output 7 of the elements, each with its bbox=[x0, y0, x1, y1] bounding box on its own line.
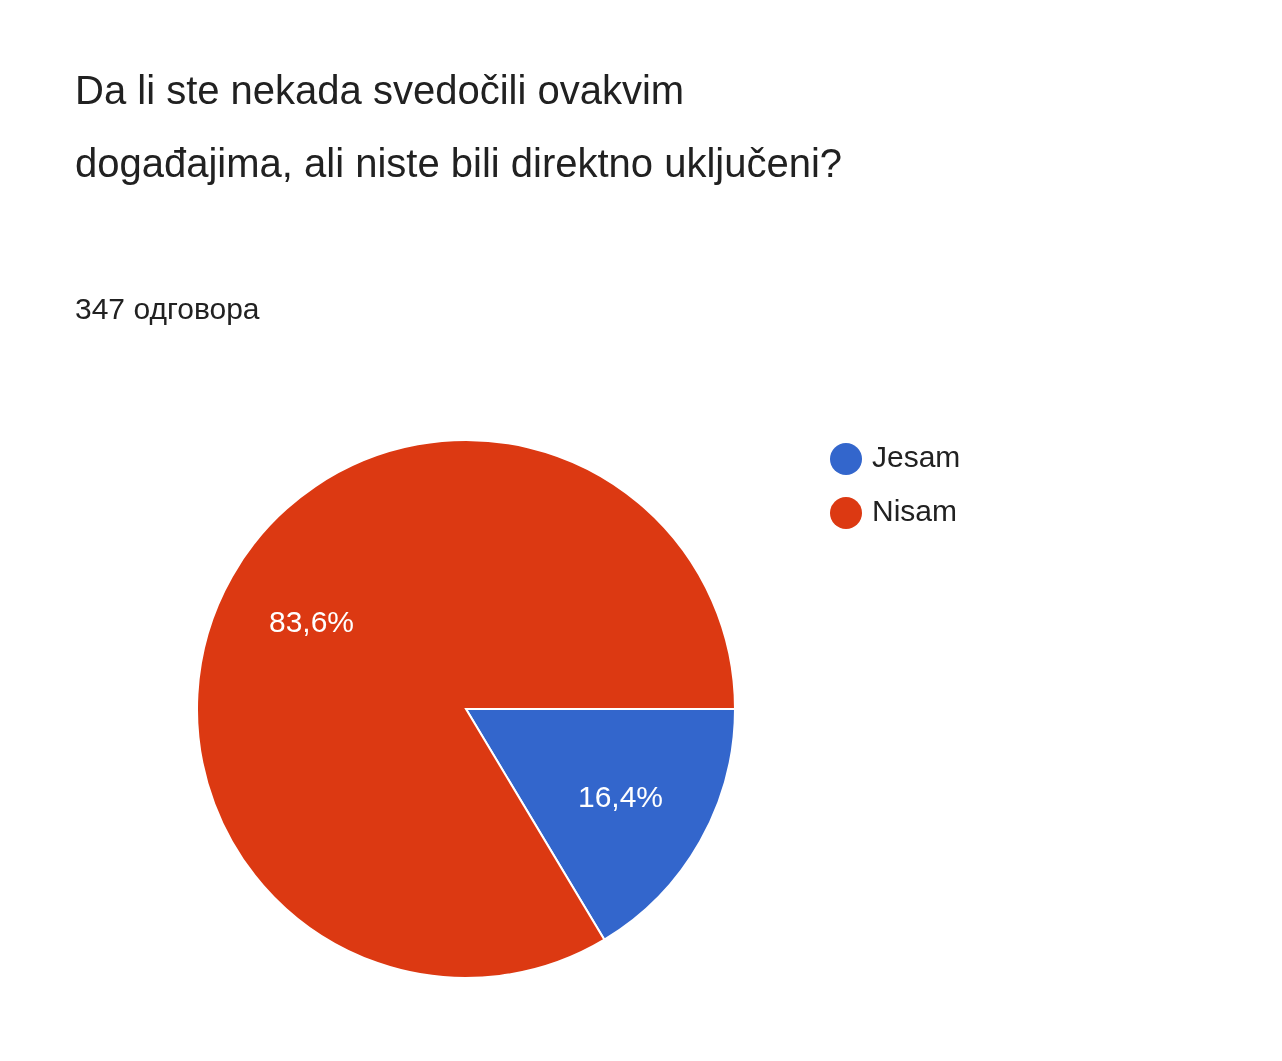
chart-subtitle: 347 одговора bbox=[75, 292, 260, 326]
chart-title: Da li ste nekada svedočili ovakvim događajima, ali niste bili direktno uključeni? bbox=[75, 67, 844, 187]
pie-slice bbox=[196, 439, 736, 979]
legend-label: Nisam bbox=[872, 494, 958, 527]
data-label: 16,4% bbox=[577, 779, 664, 813]
data-label: 83,6% bbox=[268, 605, 355, 639]
legend-label: Jesam bbox=[872, 440, 961, 473]
